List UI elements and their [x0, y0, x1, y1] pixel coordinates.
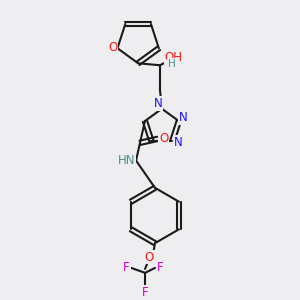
- Text: F: F: [142, 286, 148, 299]
- Text: O: O: [108, 41, 117, 54]
- Text: N: N: [179, 111, 188, 124]
- Text: F: F: [123, 261, 130, 274]
- Text: O: O: [159, 132, 168, 145]
- Text: HN: HN: [117, 154, 135, 167]
- Text: N: N: [154, 97, 162, 110]
- Text: F: F: [157, 261, 163, 274]
- Text: H: H: [168, 59, 176, 69]
- Text: N: N: [174, 136, 183, 149]
- Text: OH: OH: [165, 51, 183, 64]
- Text: O: O: [144, 250, 154, 263]
